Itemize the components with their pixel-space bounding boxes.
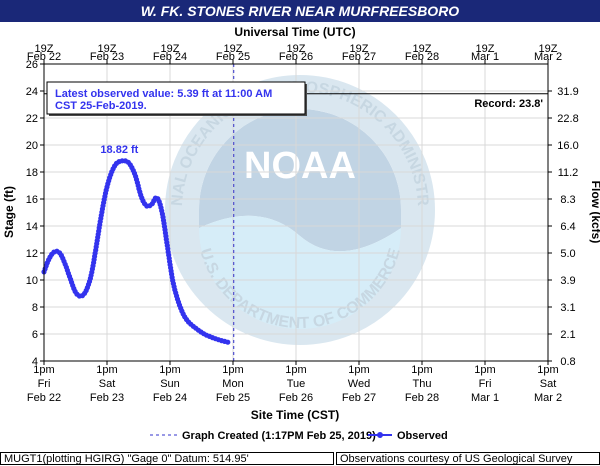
x-tick-day: Fri <box>479 378 492 390</box>
x-tick-date: Feb 22 <box>27 392 61 404</box>
top-tick-time: 19Z <box>539 43 558 55</box>
x-tick-time: 1pm <box>411 364 432 376</box>
top-tick-date: Feb 27 <box>342 51 376 63</box>
left-axis-title: Stage (ft) <box>2 186 16 238</box>
x-tick-time: 1pm <box>222 364 243 376</box>
y-tick-label: 22 <box>26 113 38 125</box>
right-axis-title: Flow (kcfs) <box>589 181 600 244</box>
y2-tick-label: 11.2 <box>558 167 579 179</box>
top-axis-title: Universal Time (UTC) <box>234 25 355 39</box>
chart-title: W. FK. STONES RIVER NEAR MURFREESBORO <box>141 3 460 19</box>
x-tick-date: Feb 28 <box>405 392 439 404</box>
y-tick-label: 20 <box>26 140 38 152</box>
footer-credit: Observations courtesy of US Geological S… <box>336 452 600 465</box>
latest-value-box: Latest observed value: 5.39 ft at 11:00 … <box>46 81 307 116</box>
x-tick-day: Sat <box>99 378 116 390</box>
legend-observed-label: Observed <box>397 430 448 442</box>
latest-value-line1: Latest observed value: 5.39 ft at 11:00 … <box>55 88 272 100</box>
top-tick-time: 19Z <box>224 43 243 55</box>
top-tick-date: Feb 26 <box>279 51 313 63</box>
x-tick-date: Mar 1 <box>471 392 499 404</box>
x-tick-time: 1pm <box>96 364 117 376</box>
legend-created-label: Graph Created (1:17PM Feb 25, 2019) <box>182 430 376 442</box>
x-tick-time: 1pm <box>348 364 369 376</box>
y2-tick-label: 3.9 <box>560 275 575 287</box>
x-tick-day: Sun <box>160 378 180 390</box>
record-label: Record: 23.8' <box>474 98 543 110</box>
y2-tick-label: 0.8 <box>560 356 575 368</box>
y2-tick-label: 5.0 <box>560 248 575 260</box>
top-tick-date: Feb 22 <box>27 51 61 63</box>
x-tick-date: Feb 27 <box>342 392 376 404</box>
x-tick-time: 1pm <box>159 364 180 376</box>
y2-tick-label: 31.9 <box>557 86 578 98</box>
top-tick-date: Mar 1 <box>471 51 499 63</box>
x-tick-date: Feb 23 <box>90 392 124 404</box>
top-tick-date: Feb 28 <box>405 51 439 63</box>
top-tick-date: Feb 23 <box>90 51 124 63</box>
observed-point <box>225 339 231 345</box>
series-observed <box>41 158 231 345</box>
legend: Graph Created (1:17PM Feb 25, 2019) Obse… <box>150 430 448 442</box>
top-tick-time: 19Z <box>350 43 369 55</box>
x-tick-time: 1pm <box>33 364 54 376</box>
top-tick-date: Feb 24 <box>153 51 187 63</box>
y2-tick-label: 22.8 <box>557 113 578 125</box>
bottom-axis-title: Site Time (CST) <box>251 408 339 422</box>
y-tick-label: 6 <box>32 329 38 341</box>
x-tick-date: Feb 24 <box>153 392 187 404</box>
y-tick-label: 10 <box>26 275 38 287</box>
y-tick-label: 26 <box>26 59 38 71</box>
top-tick-time: 19Z <box>413 43 432 55</box>
y-tick-label: 8 <box>32 302 38 314</box>
top-tick-date: Feb 25 <box>216 51 250 63</box>
x-tick-day: Wed <box>348 378 370 390</box>
y-tick-label: 18 <box>26 167 38 179</box>
y-tick-label: 14 <box>26 221 38 233</box>
x-tick-day: Tue <box>287 378 306 390</box>
top-tick-date: Mar 2 <box>534 51 562 63</box>
footer-datum: MUGT1(plotting HGIRG) "Gage 0" Datum: 51… <box>0 452 334 465</box>
y-tick-label: 16 <box>26 194 38 206</box>
x-tick-date: Mar 2 <box>534 392 562 404</box>
top-tick-time: 19Z <box>287 43 306 55</box>
x-tick-time: 1pm <box>285 364 306 376</box>
noaa-logo-text: NOAA <box>244 145 356 187</box>
title-bar <box>0 0 600 22</box>
y-tick-label: 4 <box>32 356 38 368</box>
y2-tick-label: 16.0 <box>557 140 578 152</box>
top-tick-time: 19Z <box>476 43 495 55</box>
x-tick-day: Thu <box>413 378 432 390</box>
x-tick-date: Feb 26 <box>279 392 313 404</box>
axis-ticks: 4 6 8 10 12 14 16 18 20 22 24 26 0.8 2.1 3.1 3.9 5.0 6.4 8… <box>26 43 579 404</box>
y-tick-label: 12 <box>26 248 38 260</box>
y-tick-label: 24 <box>26 86 38 98</box>
x-tick-day: Mon <box>222 378 243 390</box>
y2-tick-label: 8.3 <box>560 194 575 206</box>
x-tick-time: 1pm <box>474 364 495 376</box>
y2-tick-label: 6.4 <box>560 221 575 233</box>
top-tick-time: 19Z <box>98 43 117 55</box>
y2-tick-label: 3.1 <box>560 302 575 314</box>
latest-value-line2: CST 25-Feb-2019. <box>55 100 147 112</box>
y2-tick-label: 2.1 <box>560 329 575 341</box>
x-tick-time: 1pm <box>537 364 558 376</box>
x-tick-day: Fri <box>38 378 51 390</box>
top-tick-time: 19Z <box>161 43 180 55</box>
x-tick-date: Feb 25 <box>216 392 250 404</box>
top-tick-time: 19Z <box>35 43 54 55</box>
peak-label: 18.82 ft <box>100 144 138 156</box>
x-tick-day: Sat <box>540 378 557 390</box>
legend-observed-marker <box>377 432 383 438</box>
